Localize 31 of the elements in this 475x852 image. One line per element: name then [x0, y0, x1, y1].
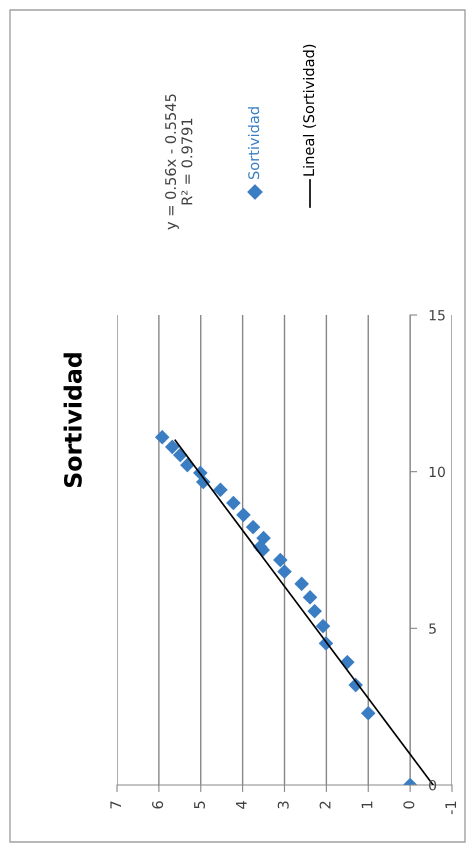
x-tick-label: 7	[110, 802, 122, 808]
point	[307, 604, 322, 618]
x-tick-label: 4	[236, 801, 247, 809]
x-tick-label: 5	[194, 802, 205, 808]
x-tick-label: 6	[152, 801, 164, 809]
point	[273, 552, 288, 568]
point	[316, 618, 330, 634]
point	[256, 530, 271, 546]
x-tick-label: 3	[278, 801, 289, 808]
y-tick-label: 10	[430, 466, 445, 478]
point	[164, 440, 180, 454]
point	[277, 564, 292, 579]
text: Sortividad	[248, 107, 260, 180]
x-tick-label: 2	[320, 802, 330, 808]
point	[294, 576, 309, 592]
y-tick-label: 5	[429, 623, 436, 634]
text: Sortividad	[64, 353, 82, 488]
point	[302, 590, 318, 605]
point	[246, 520, 260, 534]
x-tick-label: 0	[403, 801, 414, 809]
text: y = 0.56x - 0.5545	[165, 94, 179, 230]
point	[236, 508, 251, 522]
point	[360, 706, 376, 721]
y-tick-label: 15	[430, 310, 445, 320]
point	[213, 482, 228, 498]
point	[226, 496, 241, 510]
text: Lineal (Sortividad)	[302, 44, 316, 176]
point	[154, 430, 170, 444]
x-tick-label: -1	[445, 802, 456, 814]
x-tick-label: 1	[362, 802, 372, 808]
text: R² = 0.9791	[181, 118, 192, 204]
